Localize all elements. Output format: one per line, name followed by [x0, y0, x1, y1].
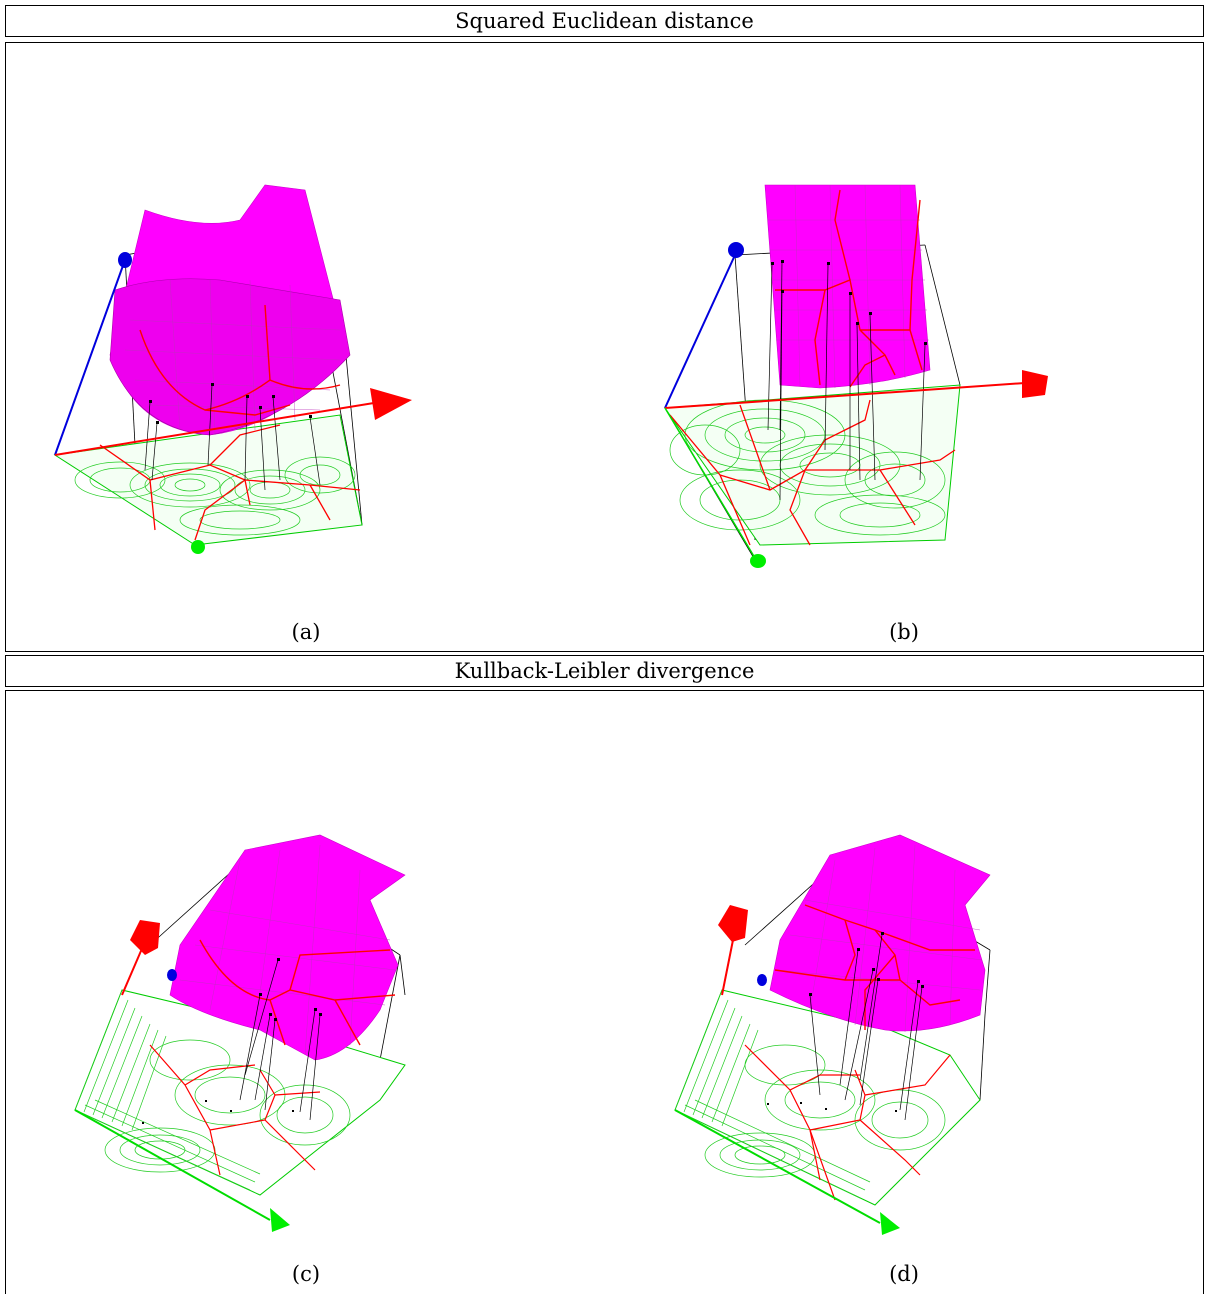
figure-d-graphic [674, 834, 991, 1235]
figure-a [40, 180, 440, 560]
caption-a: (a) [291, 620, 321, 644]
caption-d: (d) [889, 1262, 919, 1286]
figure-b-graphic [664, 184, 1048, 568]
figure-c [60, 830, 440, 1250]
figure-d [660, 830, 1040, 1250]
caption-b: (b) [889, 620, 919, 644]
section-title-euclidean: Squared Euclidean distance [5, 5, 1204, 37]
caption-c: (c) [291, 1262, 321, 1286]
section-title-kl: Kullback-Leibler divergence [5, 655, 1204, 687]
figure-a-graphic [53, 184, 412, 554]
figure-c-graphic [74, 834, 406, 1232]
figure-b [650, 180, 1070, 580]
